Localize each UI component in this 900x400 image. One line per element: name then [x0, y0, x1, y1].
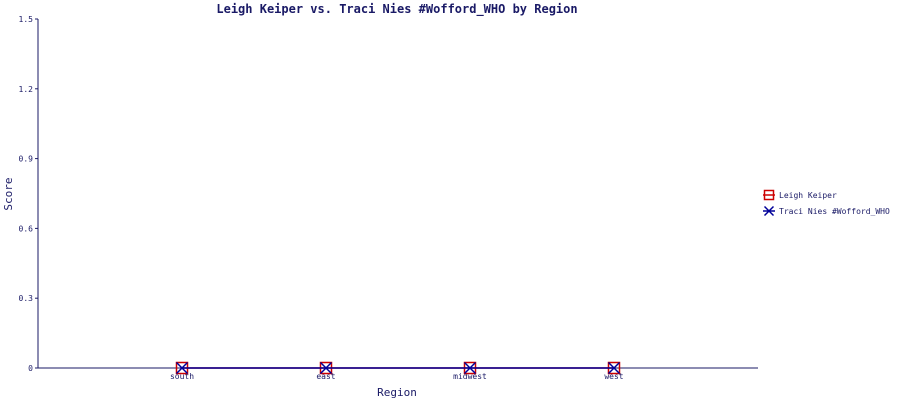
data-point — [175, 361, 189, 375]
data-point — [319, 361, 333, 375]
legend-label: Traci Nies #Wofford_WHO — [779, 207, 890, 216]
data-point — [463, 361, 477, 375]
x-tick-label: east — [316, 372, 335, 381]
legend-marker — [763, 189, 775, 201]
chart-title: Leigh Keiper vs. Traci Nies #Wofford_WHO… — [216, 2, 577, 17]
y-tick-label: 1.2 — [19, 85, 34, 94]
x-tick-label: midwest — [453, 372, 487, 381]
y-tick-label: 0 — [28, 364, 33, 373]
x-tick-label: west — [604, 372, 623, 381]
y-tick-label: 0.9 — [19, 155, 34, 164]
legend-marker — [763, 205, 775, 217]
x-axis-label: Region — [377, 386, 417, 399]
y-tick-label: 1.5 — [19, 15, 34, 24]
y-tick-label: 0.3 — [19, 294, 34, 303]
y-tick-label: 0.6 — [19, 224, 34, 233]
series-2 — [175, 361, 621, 375]
legend-item: Leigh Keiper — [763, 189, 837, 201]
y-axis-label: Score — [2, 177, 15, 210]
x-tick-label: south — [170, 372, 194, 381]
legend-item: Traci Nies #Wofford_WHO — [763, 205, 890, 217]
data-point — [607, 361, 621, 375]
legend-label: Leigh Keiper — [779, 191, 837, 200]
